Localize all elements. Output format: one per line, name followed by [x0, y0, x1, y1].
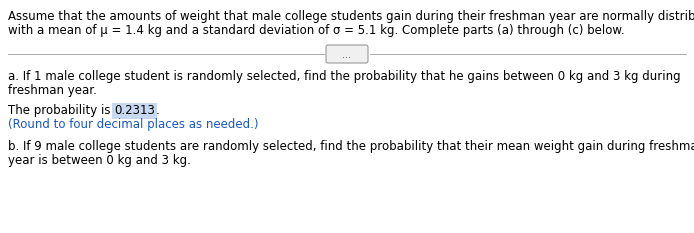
Text: Assume that the amounts of weight that male college students gain during their f: Assume that the amounts of weight that m… — [8, 10, 694, 23]
Text: freshman year.: freshman year. — [8, 84, 97, 97]
Text: a. If 1 male college student is randomly selected, find the probability that he : a. If 1 male college student is randomly… — [8, 70, 681, 83]
Text: 0.2313: 0.2313 — [115, 104, 155, 117]
Text: b. If 9 male college students are randomly selected, find the probability that t: b. If 9 male college students are random… — [8, 140, 694, 153]
Text: .: . — [156, 104, 160, 117]
Bar — [112, 103, 157, 119]
FancyBboxPatch shape — [326, 45, 368, 63]
Text: ...: ... — [343, 49, 351, 59]
Text: (Round to four decimal places as needed.): (Round to four decimal places as needed.… — [8, 118, 258, 131]
Text: year is between 0 kg and 3 kg.: year is between 0 kg and 3 kg. — [8, 154, 191, 167]
Text: with a mean of μ = 1.4 kg and a standard deviation of σ = 5.1 kg. Complete parts: with a mean of μ = 1.4 kg and a standard… — [8, 24, 625, 37]
Text: The probability is: The probability is — [8, 104, 115, 117]
